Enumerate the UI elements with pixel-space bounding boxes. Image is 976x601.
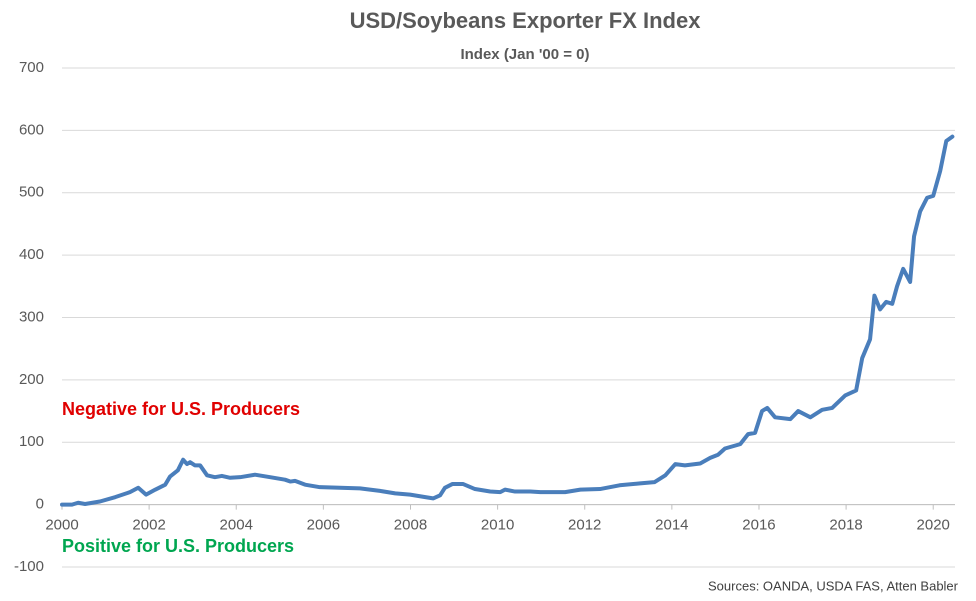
- x-tick-label: 2016: [742, 517, 775, 534]
- x-tick-label: 2004: [220, 517, 253, 534]
- x-tick-label: 2020: [917, 517, 950, 534]
- annotation: Positive for U.S. Producers: [62, 536, 294, 556]
- x-tick-label: 2012: [568, 517, 601, 534]
- data-line: [60, 134, 955, 507]
- y-tick-label: 600: [19, 121, 44, 138]
- chart-title: USD/Soybeans Exporter FX Index: [350, 8, 702, 33]
- source-note: Sources: OANDA, USDA FAS, Atten Babler: [708, 578, 959, 593]
- y-tick-label: 200: [19, 371, 44, 388]
- x-tick-label: 2002: [132, 517, 165, 534]
- y-tick-label: 700: [19, 59, 44, 76]
- y-tick-label: -100: [14, 558, 44, 575]
- annotation: Negative for U.S. Producers: [62, 399, 300, 419]
- y-tick-label: 300: [19, 308, 44, 325]
- x-tick-label: 2018: [829, 517, 862, 534]
- y-tick-label: 500: [19, 184, 44, 201]
- x-tick-label: 2014: [655, 517, 688, 534]
- y-tick-label: 100: [19, 433, 44, 450]
- y-tick-label: 400: [19, 246, 44, 263]
- x-tick-label: 2010: [481, 517, 514, 534]
- x-tick-label: 2000: [45, 517, 78, 534]
- x-tick-label: 2006: [307, 517, 340, 534]
- y-tick-label: 0: [36, 496, 44, 513]
- x-tick-label: 2008: [394, 517, 427, 534]
- chart-subtitle: Index (Jan '00 = 0): [460, 46, 589, 63]
